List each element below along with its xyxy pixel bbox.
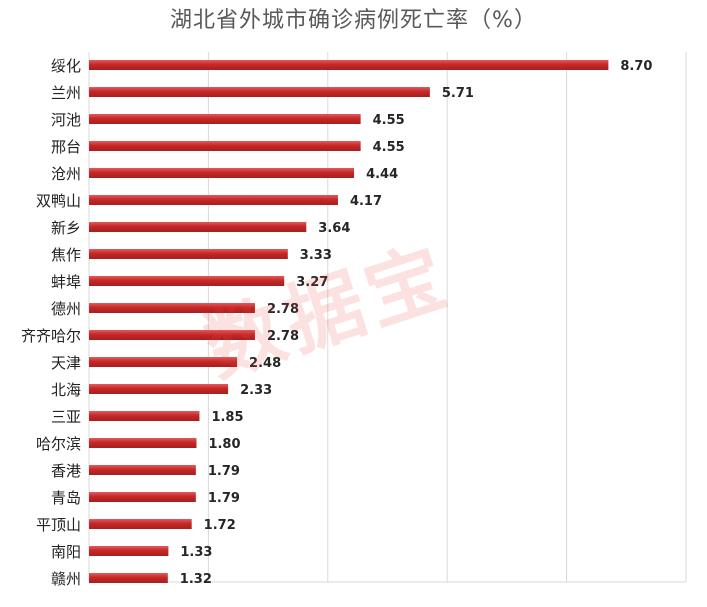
data-label: 1.79	[208, 491, 240, 506]
category-label: 河池	[51, 111, 81, 129]
bar	[89, 384, 229, 394]
category-label: 沧州	[51, 165, 81, 183]
category-label: 德州	[51, 300, 81, 318]
category-label: 青岛	[51, 489, 81, 507]
category-label: 邢台	[51, 138, 81, 156]
category-label: 双鸭山	[36, 192, 81, 210]
bar	[89, 195, 338, 205]
data-label: 4.55	[373, 113, 405, 128]
data-label: 1.33	[180, 545, 212, 560]
bar	[89, 573, 168, 583]
category-label: 绥化	[51, 57, 81, 75]
bar	[89, 303, 255, 313]
category-label: 赣州	[51, 570, 81, 588]
category-label: 南阳	[51, 543, 81, 561]
bar	[89, 546, 169, 556]
data-label: 8.70	[620, 59, 652, 74]
bar	[89, 492, 196, 502]
data-label: 1.80	[208, 437, 240, 452]
data-label: 4.17	[350, 194, 382, 209]
bar	[89, 141, 361, 151]
chart-title: 湖北省外城市确诊病例死亡率（%）	[170, 8, 537, 33]
bar	[89, 60, 609, 70]
category-label: 哈尔滨	[36, 435, 81, 453]
bar	[89, 114, 361, 124]
data-label: 3.33	[300, 248, 332, 263]
bar	[89, 276, 285, 286]
category-label: 焦作	[51, 246, 81, 264]
data-label: 1.32	[180, 572, 212, 587]
bar	[89, 222, 307, 232]
bar	[89, 411, 200, 421]
bar	[89, 330, 255, 340]
data-label: 3.27	[296, 275, 328, 290]
data-label: 1.79	[208, 464, 240, 479]
bar	[89, 168, 355, 178]
bar	[89, 465, 196, 475]
data-label: 5.71	[442, 86, 474, 101]
category-label: 三亚	[51, 408, 81, 426]
data-label: 2.78	[267, 329, 299, 344]
category-label: 北海	[51, 381, 81, 399]
category-label: 平顶山	[36, 516, 81, 534]
data-label: 2.33	[240, 383, 272, 398]
category-label: 天津	[51, 354, 81, 372]
data-label: 2.78	[267, 302, 299, 317]
bar	[89, 438, 197, 448]
category-label: 兰州	[51, 84, 81, 102]
bar	[89, 87, 430, 97]
category-label: 齐齐哈尔	[21, 327, 81, 345]
bar	[89, 249, 288, 259]
category-label: 新乡	[51, 219, 81, 237]
category-label: 蚌埠	[51, 273, 81, 291]
data-label: 1.85	[211, 410, 243, 425]
category-label: 香港	[51, 462, 81, 480]
data-label: 3.64	[318, 221, 350, 236]
bar	[89, 519, 192, 529]
data-label: 2.48	[249, 356, 281, 371]
data-label: 4.55	[373, 140, 405, 155]
bar	[89, 357, 238, 367]
data-label: 1.72	[204, 518, 236, 533]
data-label: 4.44	[366, 167, 398, 182]
